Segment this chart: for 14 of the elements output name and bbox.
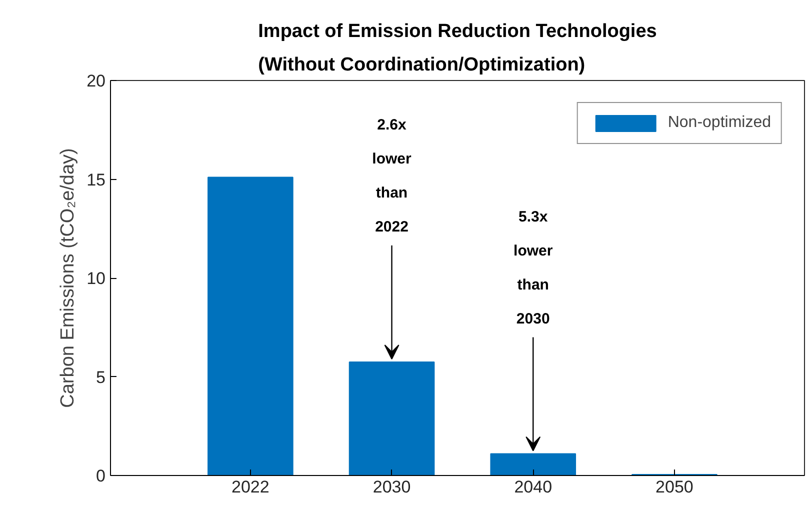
y-axis-title: Carbon Emissions (tCO₂e/day) [58, 148, 79, 408]
x-tick-label: 2040 [514, 478, 552, 496]
y-tick-label: 5 [96, 368, 106, 387]
y-tick-label: 0 [96, 466, 106, 486]
annotation: 5.3x lower than 2030 [514, 208, 553, 328]
y-tick-label: 15 [86, 170, 106, 190]
y-tick-label: 10 [86, 269, 106, 288]
chart-title: Impact of Emission Reduction Technologies (Without Coordination/Optimization) [258, 20, 657, 76]
y-tick-label: 20 [86, 72, 106, 90]
annotation: 2.6x lower than 2022 [372, 116, 412, 236]
x-tick-label: 2030 [372, 478, 411, 496]
x-tick-label: 2022 [232, 478, 270, 496]
legend-label: Non-optimized [668, 114, 771, 132]
x-tick-label: 2050 [656, 478, 694, 496]
